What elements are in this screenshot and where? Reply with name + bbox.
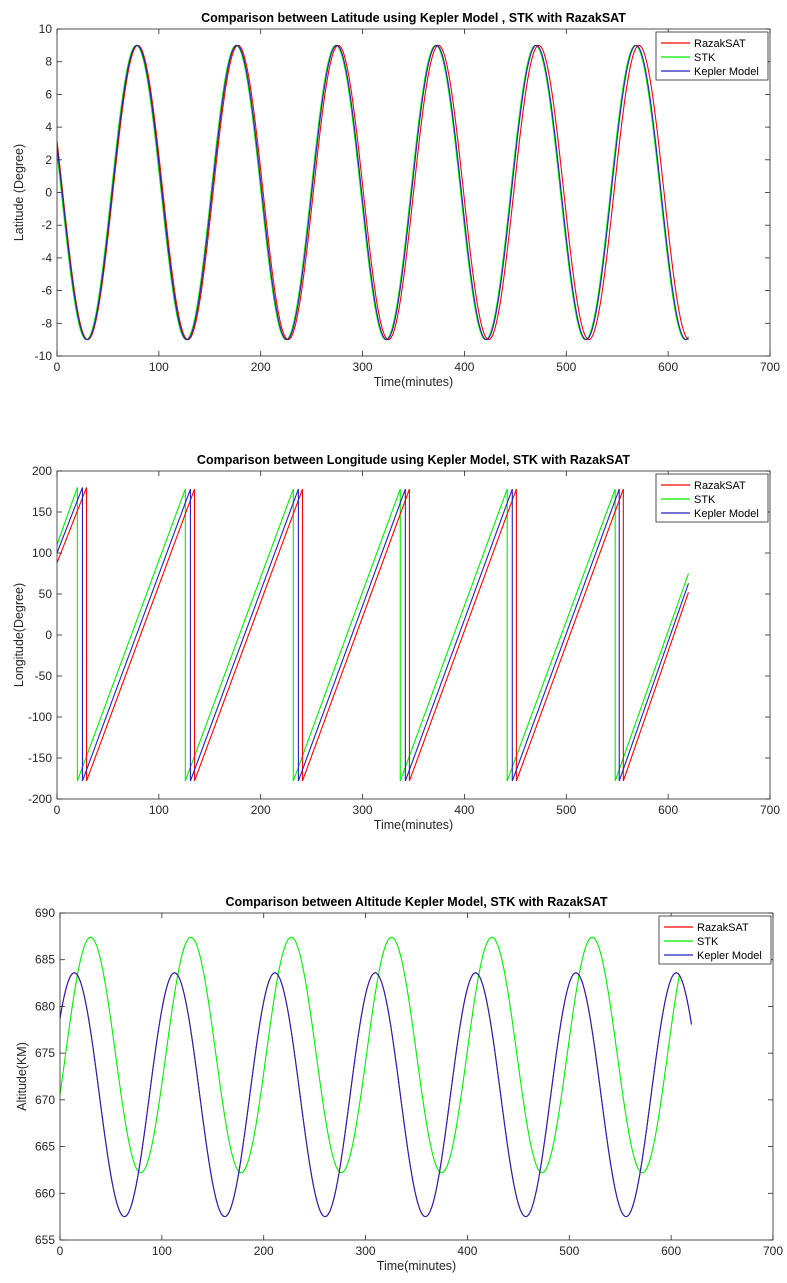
- legend-box: [655, 473, 769, 523]
- x-tick-label: 700: [760, 803, 780, 817]
- legend-entry: Kepler Model: [694, 66, 759, 78]
- legend: RazakSAT STK Kepler Model: [658, 915, 772, 965]
- x-tick-label: 600: [658, 360, 678, 374]
- x-tick-label: 700: [763, 1244, 783, 1258]
- legend-box: [655, 31, 769, 81]
- legend: RazakSAT STK Kepler Model: [655, 31, 769, 81]
- y-tick-label: 100: [32, 546, 52, 560]
- chart-2: 0 100 200 300 400 500 600 700 -200 -150 -100 -50 0 50…: [12, 453, 780, 832]
- y-tick-label: -8: [41, 316, 52, 330]
- series-group: [57, 44, 689, 341]
- y-tick-label: -200: [28, 792, 52, 806]
- y-tick-label: 0: [45, 186, 52, 200]
- x-tick-label: 600: [658, 803, 678, 817]
- axes-frame: [59, 912, 774, 1241]
- series-line-razaksat: [57, 44, 689, 341]
- chart-title: Comparison between Latitude using Kepler…: [201, 11, 626, 25]
- y-tick-label: 685: [35, 953, 55, 967]
- y-tick-label: 670: [35, 1093, 55, 1107]
- y-tick-label: -2: [41, 218, 52, 232]
- y-tick-label: 10: [39, 22, 53, 36]
- series-line-stk: [57, 487, 690, 782]
- series-group: [60, 936, 693, 1218]
- y-tick-label: 8: [45, 55, 52, 69]
- legend-entry: RazakSAT: [694, 38, 746, 50]
- y-axis-label: Latitude (Degree): [12, 144, 26, 241]
- legend-entry: RazakSAT: [694, 480, 746, 492]
- y-axis-label: Altitude(KM): [15, 1042, 29, 1111]
- x-tick-label: 200: [251, 803, 271, 817]
- x-tick-label: 300: [353, 803, 373, 817]
- x-tick-label: 500: [556, 803, 576, 817]
- x-tick-label: 700: [760, 360, 780, 374]
- x-axis-label: Time(minutes): [374, 818, 453, 832]
- x-tick-label: 0: [54, 803, 61, 817]
- series-line-stk: [57, 44, 689, 341]
- y-tick-label: -100: [28, 710, 52, 724]
- legend-entry: Kepler Model: [697, 950, 762, 962]
- legend-entry: Kepler Model: [694, 508, 759, 520]
- y-tick-label: 680: [35, 999, 55, 1013]
- x-tick-label: 0: [57, 1244, 64, 1258]
- x-tick-label: 600: [661, 1244, 681, 1258]
- series-line-kepler-model: [60, 972, 693, 1218]
- y-tick-label: 675: [35, 1046, 55, 1060]
- legend-entry: STK: [697, 936, 719, 948]
- y-tick-label: 6: [45, 87, 52, 101]
- x-tick-label: 100: [149, 360, 169, 374]
- x-tick-label: 400: [454, 803, 474, 817]
- x-axis-label: Time(minutes): [377, 1259, 456, 1273]
- y-tick-label: -50: [35, 669, 53, 683]
- y-tick-label: 50: [39, 587, 53, 601]
- y-tick-label: 690: [35, 906, 55, 920]
- x-axis-label: Time(minutes): [374, 375, 453, 389]
- chart-title: Comparison between Altitude Kepler Model…: [226, 895, 608, 909]
- x-tick-label: 100: [152, 1244, 172, 1258]
- x-tick-label: 200: [254, 1244, 274, 1258]
- x-tick-label: 300: [356, 1244, 376, 1258]
- y-axis-label: Longitude(Degree): [12, 583, 26, 687]
- y-tick-label: 2: [45, 153, 52, 167]
- legend-entry: RazakSAT: [697, 922, 749, 934]
- x-tick-label: 400: [457, 1244, 477, 1258]
- series-line-kepler-model: [57, 487, 690, 782]
- legend-entry: STK: [694, 494, 716, 506]
- chart-title: Comparison between Longitude using Keple…: [197, 453, 631, 467]
- y-tick-label: 150: [32, 505, 52, 519]
- series-line-stk: [60, 936, 680, 1174]
- x-tick-label: 100: [149, 803, 169, 817]
- y-tick-label: -10: [35, 349, 53, 363]
- series-group: [57, 487, 690, 782]
- y-tick-label: 0: [45, 628, 52, 642]
- legend: RazakSAT STK Kepler Model: [655, 473, 769, 523]
- y-tick-label: -6: [41, 284, 52, 298]
- chart-1: 0 100 200 300 400 500 600 700 -10 -8 -6 -4 -2 0 2 4 6 8 10…: [12, 11, 780, 389]
- y-tick-label: 200: [32, 464, 52, 478]
- y-tick-label: 660: [35, 1186, 55, 1200]
- x-tick-label: 500: [559, 1244, 579, 1258]
- x-tick-label: 300: [353, 360, 373, 374]
- series-line-kepler-model: [57, 44, 689, 341]
- y-tick-label: -150: [28, 751, 52, 765]
- x-tick-label: 400: [454, 360, 474, 374]
- series-line-razaksat: [57, 487, 690, 782]
- x-tick-label: 200: [251, 360, 271, 374]
- y-tick-label: 665: [35, 1140, 55, 1154]
- legend-box: [658, 915, 772, 965]
- legend-entry: STK: [694, 52, 716, 64]
- y-tick-label: -4: [41, 251, 52, 265]
- y-tick-label: 655: [35, 1233, 55, 1247]
- chart-3: 0 100 200 300 400 500 600 700 655 660 665 670 675 680…: [15, 895, 783, 1273]
- x-tick-label: 500: [556, 360, 576, 374]
- x-tick-label: 0: [54, 360, 61, 374]
- y-tick-label: 4: [45, 120, 52, 134]
